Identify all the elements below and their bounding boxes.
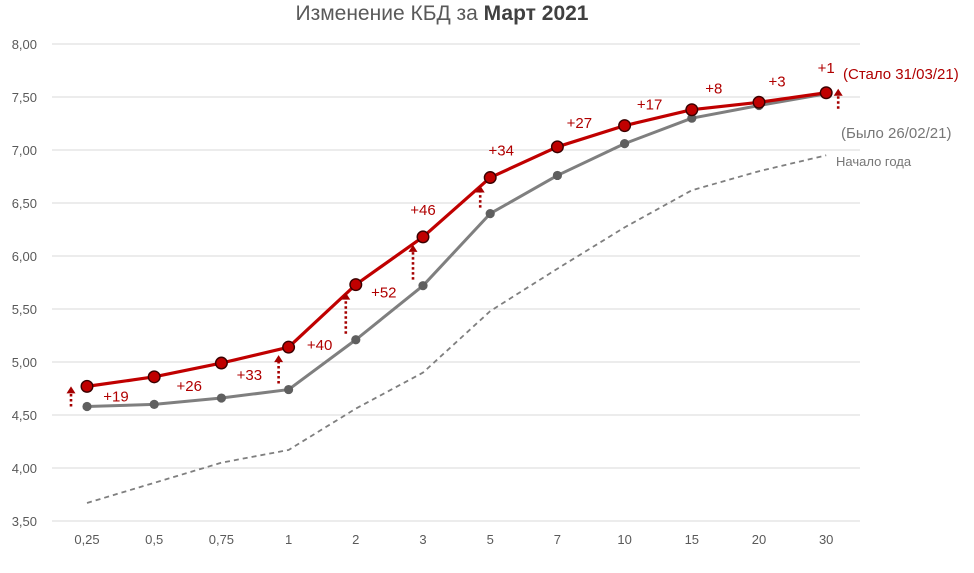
new-curve-point <box>349 278 363 292</box>
y-axis: 3,50 4,00 4,50 5,00 5,50 6,00 6,50 7,00 7,50 8,00 <box>12 37 37 529</box>
delta-label: +1 <box>818 60 835 77</box>
delta-labels: +19 +26 +33 +40 +52 +46 +34 +27 +17 +8 +3 +1 <box>103 60 834 406</box>
change-arrow-head <box>274 355 284 363</box>
delta-label: +17 <box>637 97 662 114</box>
change-arrow-head <box>833 88 843 96</box>
series-labels: (Стало 31/03/21) (Было 26/02/21) Начало го… <box>836 66 959 169</box>
series-markers <box>80 86 833 412</box>
change-arrow-head <box>66 386 76 394</box>
x-tick-label: 0,25 <box>74 532 99 547</box>
change-arrows <box>66 88 843 407</box>
x-tick-label: 20 <box>752 532 766 547</box>
x-tick-label: 7 <box>554 532 561 547</box>
new-curve-point <box>416 230 430 244</box>
y-tick-label: 4,50 <box>12 408 37 423</box>
delta-label: +8 <box>705 81 722 98</box>
x-tick-label: 15 <box>685 532 699 547</box>
x-axis: 0,25 0,5 0,75 1 2 3 5 7 10 15 20 30 <box>74 532 833 547</box>
new-curve-point <box>550 140 564 154</box>
old-curve-point <box>485 209 495 219</box>
change-arrow-head <box>341 292 351 300</box>
old-curve-point <box>149 399 159 409</box>
old-curve-point <box>82 401 92 412</box>
new-curve-line <box>86 91 827 388</box>
y-tick-label: 6,50 <box>12 196 37 211</box>
new-curve-label: (Стало 31/03/21) <box>843 66 959 83</box>
y-tick-label: 7,50 <box>12 90 37 105</box>
chart-title: Изменение КБД за Март 2021 <box>296 2 589 25</box>
x-tick-label: 5 <box>487 532 494 547</box>
y-tick-label: 6,00 <box>12 249 37 264</box>
x-tick-label: 30 <box>819 532 833 547</box>
delta-label: +40 <box>307 337 332 354</box>
old-curve-point <box>687 113 697 123</box>
y-tick-label: 4,00 <box>12 461 37 476</box>
x-tick-label: 2 <box>352 532 359 547</box>
old-curve-point <box>284 384 294 395</box>
y-tick-label: 3,50 <box>12 514 37 529</box>
chart-title-prefix: Изменение КБД за <box>296 2 484 25</box>
new-curve-point <box>752 95 766 109</box>
new-curve-point <box>147 370 161 384</box>
old-curve-line <box>86 92 827 409</box>
x-tick-label: 3 <box>419 532 426 547</box>
delta-label: +26 <box>176 378 201 395</box>
old-curve-point <box>216 393 226 403</box>
y-tick-label: 5,50 <box>12 302 37 317</box>
change-arrow-head <box>475 185 485 193</box>
old-curve-point <box>351 335 361 345</box>
gridlines <box>52 43 860 522</box>
x-tick-label: 10 <box>617 532 631 547</box>
delta-label: +33 <box>237 367 262 384</box>
delta-label: +27 <box>567 115 592 132</box>
y-tick-label: 7,00 <box>12 143 37 158</box>
delta-label: +34 <box>488 143 513 160</box>
y-tick-label: 8,00 <box>12 37 37 52</box>
start-curve-label: Начало года <box>836 154 912 169</box>
new-curve-point <box>685 103 699 117</box>
new-curve-point <box>819 86 833 100</box>
x-tick-label: 1 <box>285 532 292 547</box>
old-curve-point <box>620 139 630 149</box>
start-curve-line <box>86 154 827 504</box>
old-curve-label: (Было 26/02/21) <box>841 125 951 142</box>
delta-label: +3 <box>768 73 785 90</box>
change-arrow-head <box>408 244 418 252</box>
y-tick-label: 5,00 <box>12 355 37 370</box>
x-tick-label: 0,75 <box>209 532 234 547</box>
series-lines <box>86 91 827 504</box>
x-tick-label: 0,5 <box>145 532 163 547</box>
chart-title-bold: Март 2021 <box>484 2 589 25</box>
delta-label: +19 <box>103 388 128 405</box>
new-curve-point <box>214 356 228 370</box>
new-curve-point <box>618 119 632 133</box>
old-curve-point <box>552 170 563 181</box>
new-curve-point <box>483 171 497 185</box>
old-curve-point <box>418 281 428 291</box>
new-curve-point <box>80 379 94 393</box>
delta-label: +46 <box>410 202 435 219</box>
delta-label: +52 <box>371 285 396 302</box>
new-curve-point <box>282 340 296 354</box>
